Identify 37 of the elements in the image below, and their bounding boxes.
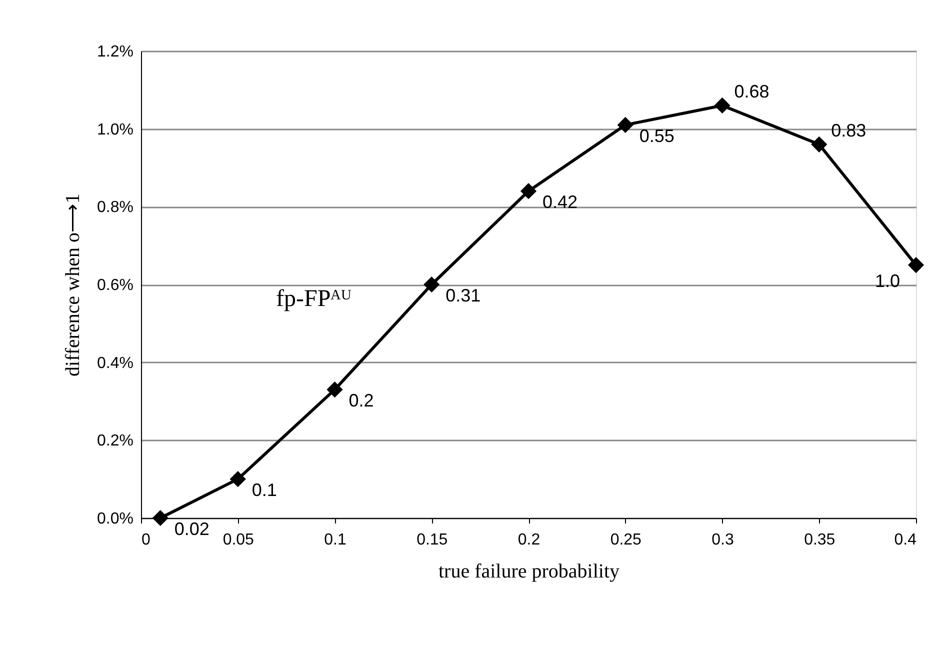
y-tick-label: 0.8% — [97, 199, 134, 216]
point — [811, 136, 828, 152]
point — [230, 471, 246, 488]
x-tick-label: 0.4 — [894, 532, 917, 548]
x-axis-title: true failure probability — [438, 560, 620, 582]
x-tick-label: 0 — [142, 532, 150, 548]
annotation: 0.2 — [348, 390, 374, 411]
x-tick-label: 0.15 — [416, 532, 448, 548]
point — [617, 116, 634, 134]
x-tick-label: 0.25 — [610, 532, 642, 548]
annotation: 1.0 — [874, 271, 900, 292]
x-tick-label: 0.1 — [324, 532, 346, 548]
x-tick-label: 0.05 — [222, 532, 254, 548]
y-tick-label: 0.0% — [97, 510, 134, 528]
y-tick-label: 0.2% — [97, 432, 134, 450]
annotation: 0.68 — [734, 81, 770, 102]
y-tick-label: 0.4% — [97, 354, 134, 372]
x-tick-label: 0.35 — [804, 532, 836, 548]
y-axis-title: difference when o⟶1 — [62, 193, 84, 377]
point — [326, 382, 343, 398]
annotation: 0.55 — [639, 126, 674, 146]
annotation: 0.31 — [446, 286, 481, 306]
point — [908, 256, 924, 274]
point — [152, 510, 168, 526]
annotation: fp-FPᴬᵁ — [276, 286, 352, 312]
point — [520, 183, 537, 200]
x-tick-label: 0.2 — [518, 532, 540, 548]
y-tick-label: 1.0% — [97, 121, 134, 138]
annotation: 0.42 — [542, 192, 578, 212]
annotation: 0.1 — [252, 480, 277, 500]
point — [714, 97, 730, 114]
point — [424, 276, 440, 293]
y-tick-label: 1.2% — [97, 44, 134, 60]
x-tick-label: 0.3 — [712, 532, 734, 548]
annotation: 0.02 — [174, 519, 210, 539]
annotation: 0.83 — [831, 120, 866, 140]
y-tick-label: 0.6% — [97, 277, 134, 294]
